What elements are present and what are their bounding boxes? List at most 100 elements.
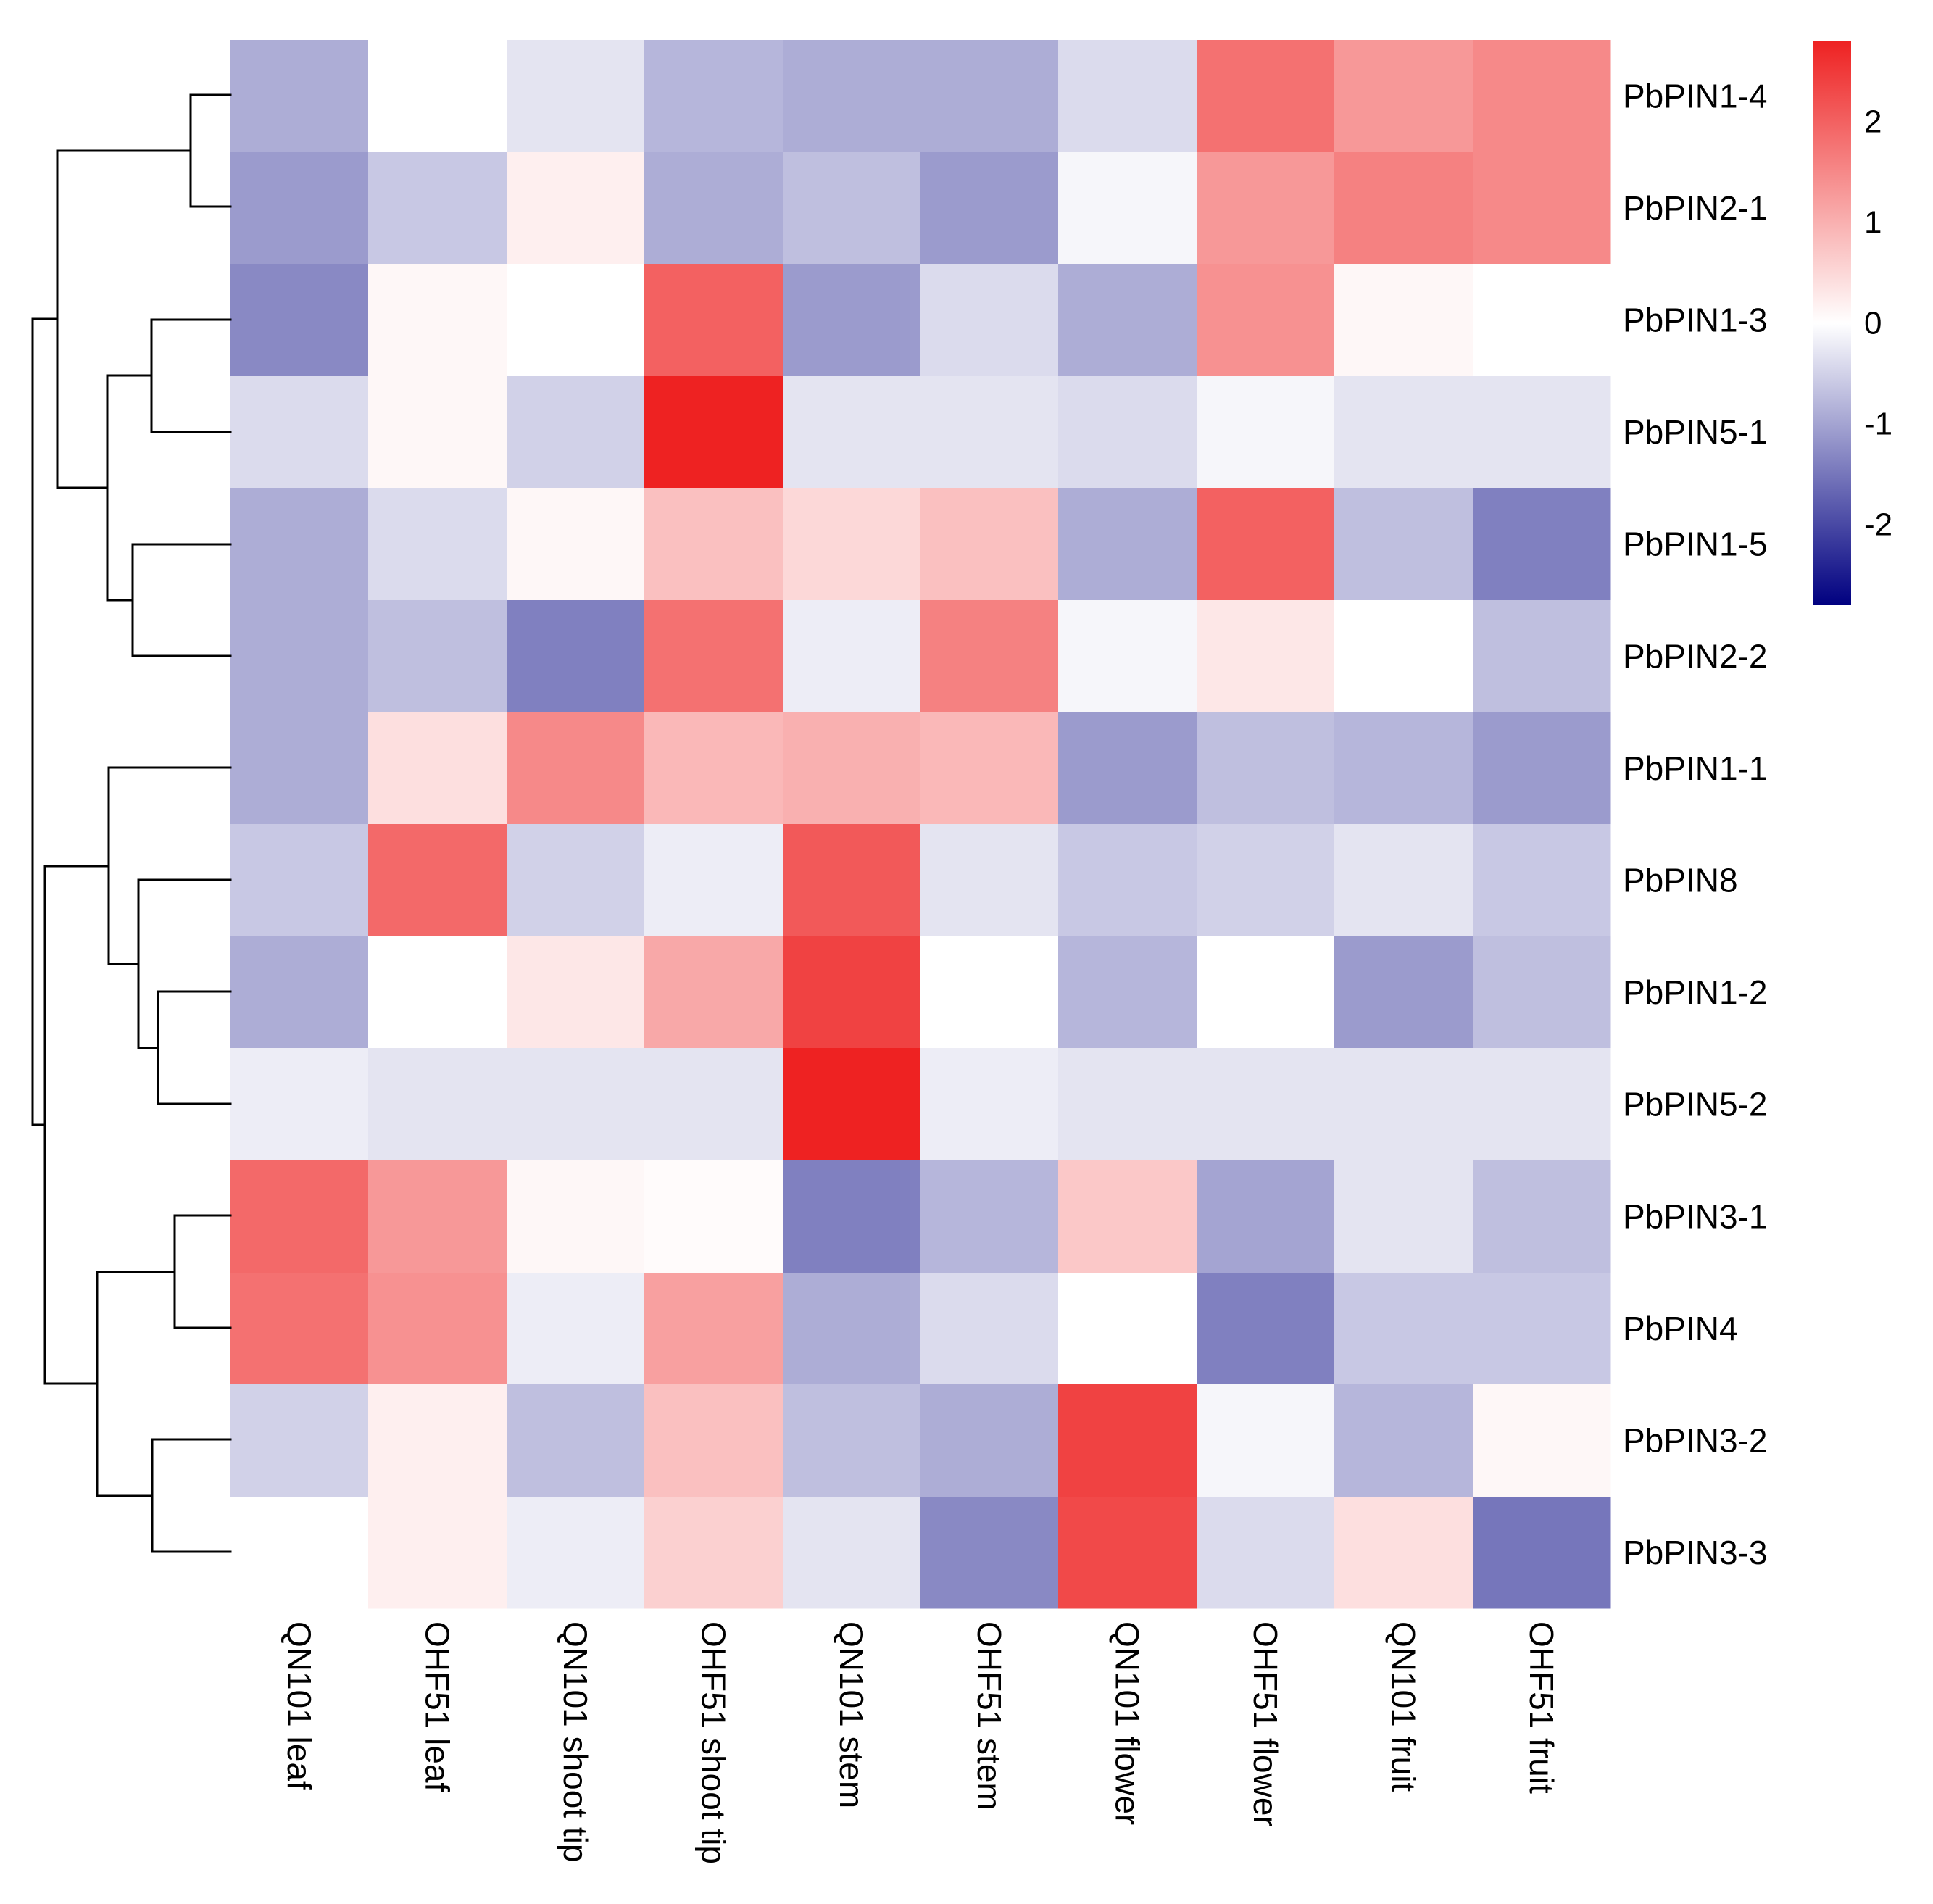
column-label: QN101 fruit (1384, 1621, 1422, 1792)
heatmap-cell (1058, 40, 1197, 153)
heatmap-cell (368, 152, 507, 265)
row-label: PbPIN5-2 (1623, 1086, 1767, 1123)
heatmap-cell (230, 488, 369, 601)
heatmap-cell (507, 376, 645, 489)
column-label: OHF51 fruit (1523, 1621, 1560, 1794)
heatmap-cell (920, 1160, 1059, 1273)
heatmap-cell (230, 712, 369, 825)
heatmap-cell (1058, 264, 1197, 377)
heatmap-cell (783, 712, 921, 825)
dendrogram-branch (107, 766, 232, 965)
color-legend: 2 1 0 -1 -2 (1813, 41, 1892, 605)
heatmap-cell (230, 936, 369, 1049)
heatmap-cell (368, 1273, 507, 1385)
heatmap-cell (644, 1160, 783, 1273)
heatmap-cell (1334, 1497, 1473, 1609)
heatmap-cell (1334, 264, 1473, 377)
heatmap-cell (783, 1048, 921, 1161)
row-label: PbPIN2-2 (1623, 637, 1767, 675)
heatmap-cell (920, 40, 1059, 153)
heatmap-cell (920, 1384, 1059, 1497)
heatmap-cell (644, 488, 783, 601)
heatmap-cell (783, 824, 921, 937)
heatmap-cell (920, 712, 1059, 825)
heatmap-cell (783, 600, 921, 713)
heatmap-cell (1334, 1160, 1473, 1273)
heatmap-cell (920, 1273, 1059, 1385)
heatmap-cell (1334, 712, 1473, 825)
dendrogram-branch (189, 93, 232, 208)
heatmap-cell (1058, 152, 1197, 265)
heatmap-cell (1058, 600, 1197, 713)
heatmap-cell (1197, 264, 1335, 377)
row-label: PbPIN1-5 (1623, 525, 1767, 563)
column-label: QN101 shoot tip (557, 1621, 594, 1862)
heatmap-cell (507, 1048, 645, 1161)
heatmap-cell (368, 1497, 507, 1609)
legend-tick-label: 1 (1864, 205, 1882, 241)
heatmap-cell (1473, 376, 1611, 489)
heatmap-cell (644, 600, 783, 713)
heatmap-cell (368, 1048, 507, 1161)
heatmap-cell (507, 1384, 645, 1497)
heatmap-cell (783, 1497, 921, 1609)
row-label: PbPIN4 (1623, 1310, 1738, 1347)
heatmap-cell (783, 1273, 921, 1385)
heatmap-cell (230, 1273, 369, 1385)
row-label: PbPIN1-3 (1623, 302, 1767, 339)
row-label: PbPIN3-3 (1623, 1534, 1767, 1571)
heatmap-cell (783, 936, 921, 1049)
heatmap-cell (920, 488, 1059, 601)
heatmap-cell (1473, 824, 1611, 937)
heatmap-cell (783, 264, 921, 377)
heatmap-cell (1197, 152, 1335, 265)
heatmap-cell (1197, 1048, 1335, 1161)
heatmap-cell (507, 1160, 645, 1273)
row-label: PbPIN1-2 (1623, 973, 1767, 1011)
heatmap-cell (1058, 936, 1197, 1049)
legend-tick-label: -1 (1864, 406, 1892, 441)
heatmap-cell (1334, 600, 1473, 713)
heatmap-cell (507, 936, 645, 1049)
heatmap-cell (1058, 1273, 1197, 1385)
heatmap-cells (230, 40, 1611, 1609)
dendrogram-branch (43, 865, 110, 1385)
heatmap-cell (920, 824, 1059, 937)
heatmap-cell (230, 264, 369, 377)
heatmap-cell (1197, 488, 1335, 601)
column-labels: QN101 leaf OHF51 leaf QN101 shoot tip OHF51… (280, 1621, 1560, 1864)
legend-color-bar (1813, 41, 1851, 605)
heatmap-cell (368, 824, 507, 937)
legend-tick-label: 0 (1864, 306, 1882, 341)
heatmap-cell (1473, 40, 1611, 153)
heatmap-cell (368, 712, 507, 825)
heatmap-cell (644, 712, 783, 825)
heatmap-cell (1058, 1384, 1197, 1497)
heatmap-cell (507, 1273, 645, 1385)
heatmap-cell (1473, 712, 1611, 825)
heatmap-cell (230, 600, 369, 713)
heatmap-cell (783, 1160, 921, 1273)
column-label: QN101 leaf (280, 1621, 318, 1790)
heatmap-cell (368, 40, 507, 153)
heatmap-cell (230, 1384, 369, 1497)
heatmap-cell (1058, 824, 1197, 937)
heatmap-cell (230, 376, 369, 489)
heatmap-cell (230, 1497, 369, 1609)
heatmap-cell (644, 376, 783, 489)
heatmap-cell (1473, 1273, 1611, 1385)
heatmap-cell (507, 152, 645, 265)
heatmap-cell (920, 936, 1059, 1049)
column-label: OHF51 flower (1247, 1621, 1284, 1827)
heatmap-cell (1334, 1384, 1473, 1497)
heatmap-cell (368, 1160, 507, 1273)
heatmap-cell (230, 824, 369, 937)
heatmap-cell (1473, 1048, 1611, 1161)
column-label: OHF51 leaf (419, 1621, 457, 1792)
heatmap-cell (1473, 1497, 1611, 1609)
heatmap-cell (644, 936, 783, 1049)
row-label: PbPIN2-1 (1623, 189, 1767, 227)
heatmap-cell (644, 1384, 783, 1497)
row-label: PbPIN1-1 (1623, 749, 1767, 787)
